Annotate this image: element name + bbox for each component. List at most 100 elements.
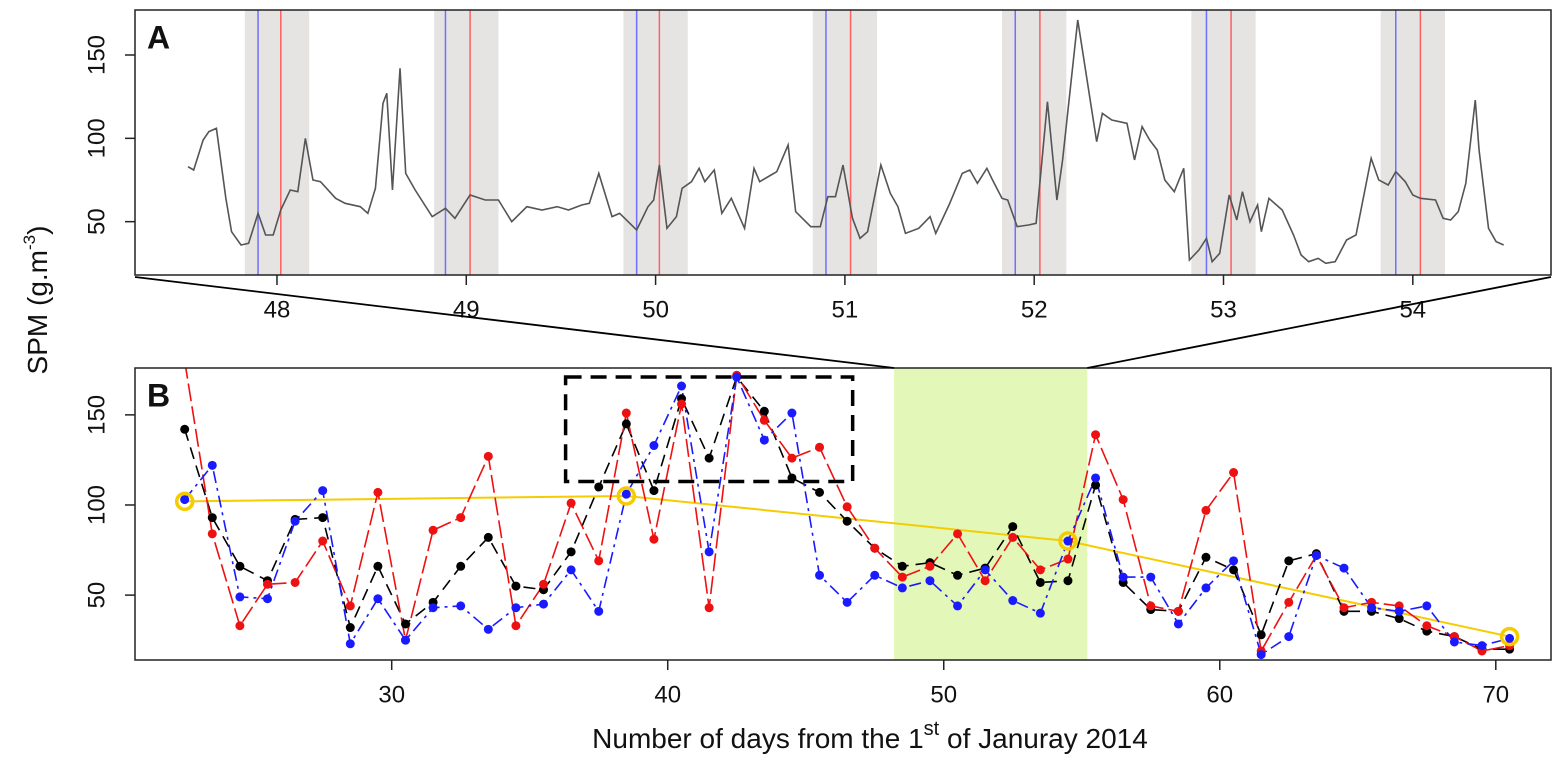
data-point [1173,606,1183,616]
data-point [1284,632,1294,642]
data-point [1422,621,1432,631]
trend-point [174,491,195,512]
data-point [1367,603,1377,613]
data-point [677,381,687,391]
trend-point [1499,626,1520,647]
data-point [1284,556,1294,566]
data-point [897,572,907,582]
data-point [677,399,687,409]
data-point [621,408,631,418]
data-point [953,529,963,539]
data-point [1118,572,1128,582]
data-point [566,565,576,575]
data-point [483,624,493,634]
data-point [318,513,328,523]
data-point [290,516,300,526]
data-point [1422,601,1432,611]
data-point [456,601,466,611]
x-axis-title-tail: of Januray 2014 [939,723,1148,754]
shaded-band [623,10,688,275]
data-point [759,435,769,445]
highlight-box [563,375,855,484]
plot-area [174,356,1520,660]
data-point [1118,495,1128,505]
data-point [980,576,990,586]
data-point [870,570,880,580]
y-tick-label: 150 [83,35,110,75]
plot-frame [134,9,1552,276]
data-point [262,594,272,604]
data-point [1035,565,1045,575]
data-point [373,594,383,604]
data-point [401,635,411,645]
data-point [842,502,852,512]
data-point [594,606,604,616]
data-point [235,621,245,631]
data-point [649,534,659,544]
data-point [704,547,714,557]
data-point [1146,572,1156,582]
data-point [345,601,355,611]
data-point [318,536,328,546]
data-point [980,565,990,575]
data-point [1311,550,1321,560]
x-tick-label: 50 [930,681,957,708]
data-point [318,486,328,496]
x-tick-label: 50 [642,296,669,323]
data-point [815,487,825,497]
data-point [1008,532,1018,542]
data-point [815,442,825,452]
data-point [1477,641,1487,651]
data-point [897,583,907,593]
series-line [184,374,1510,656]
data-point [1449,637,1459,647]
y-tick-label: 100 [83,485,110,525]
zoom-connector [1087,276,1552,369]
shaded-band [812,10,878,275]
trend-point [1058,531,1078,551]
data-point [180,356,189,365]
data-point [262,579,272,589]
data-point [594,482,604,492]
data-point [1063,576,1073,586]
data-point [925,561,935,571]
x-tick-label: 53 [1210,296,1237,323]
x-tick-label: 51 [832,296,859,323]
data-point [925,576,935,586]
data-point [511,621,521,631]
data-point [345,639,355,649]
y-axis-title-sup: -3 [20,235,39,250]
highlight-span [894,368,1088,660]
data-point [207,513,217,523]
data-point [1229,468,1239,478]
data-point [704,453,714,463]
x-tick-label: 48 [264,296,291,323]
data-point [1256,630,1266,640]
series-line [183,375,1510,650]
data-point [870,543,880,553]
data-point [235,561,245,571]
data-point [1091,480,1101,490]
data-point [815,570,825,580]
data-point [1063,554,1073,564]
data-point [1201,505,1211,515]
data-point [539,579,549,589]
zoom-connector [134,276,895,369]
data-point [842,597,852,607]
data-point [1229,556,1239,566]
data-point [428,525,438,535]
y-axis-title: SPM (g.m-3) [20,226,53,375]
data-point [1008,596,1018,606]
data-point [180,424,190,434]
data-point [345,623,355,633]
data-point [1256,650,1266,660]
data-point [483,532,493,542]
data-point [1339,563,1349,573]
data-point [953,601,963,611]
shaded-band [244,10,310,275]
x-axis-title-sup: st [924,718,940,740]
data-point [1146,601,1156,611]
data-point [428,603,438,613]
